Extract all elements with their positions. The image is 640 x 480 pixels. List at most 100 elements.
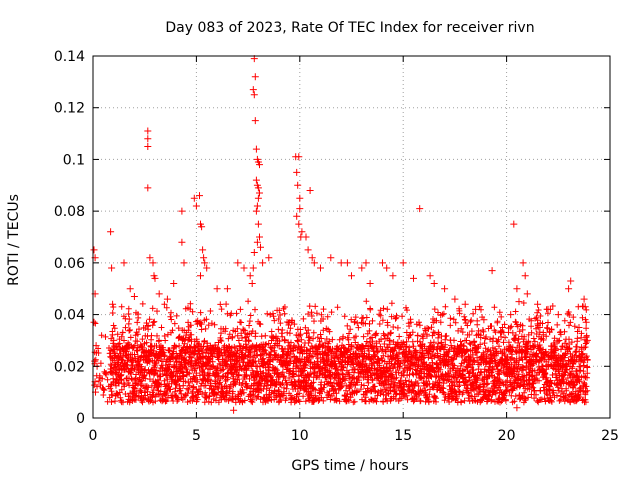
roti-point xyxy=(180,259,188,267)
roti-point xyxy=(234,259,242,267)
roti-point xyxy=(510,220,518,228)
roti-point xyxy=(343,259,351,267)
roti-point xyxy=(111,349,119,357)
roti-point xyxy=(144,127,152,135)
x-tick-label: 15 xyxy=(394,428,412,444)
roti-point xyxy=(265,254,273,262)
roti-point-band xyxy=(91,298,591,406)
roti-point xyxy=(544,305,552,313)
roti-point xyxy=(581,303,589,311)
x-tick-label: 20 xyxy=(498,428,516,444)
y-tick-label: 0 xyxy=(76,411,85,427)
roti-point xyxy=(163,295,171,303)
data-points xyxy=(90,55,591,414)
roti-point xyxy=(583,336,591,344)
roti-point xyxy=(519,259,527,267)
roti-point xyxy=(430,280,438,287)
roti-point xyxy=(582,318,590,326)
roti-point xyxy=(250,91,258,99)
roti-point xyxy=(426,272,434,280)
roti-point xyxy=(240,264,248,272)
roti-point xyxy=(298,228,306,236)
roti-point xyxy=(257,243,264,251)
roti-point xyxy=(327,254,335,262)
chart-title: Day 083 of 2023, Rate Of TEC Index for r… xyxy=(165,20,534,36)
roti-point xyxy=(90,318,98,326)
roti-point xyxy=(259,259,267,267)
roti-point xyxy=(389,272,397,280)
roti-point xyxy=(254,220,262,228)
roti-point xyxy=(252,145,260,153)
roti-point xyxy=(294,181,302,189)
x-tick-label: 0 xyxy=(89,428,98,444)
roti-point xyxy=(170,280,178,287)
roti-point xyxy=(249,264,257,272)
roti-point xyxy=(565,285,573,293)
roti-point xyxy=(441,285,449,293)
roti-point xyxy=(253,202,261,210)
roti-point xyxy=(126,285,134,293)
roti-point xyxy=(366,280,374,287)
roti-point xyxy=(190,194,198,202)
roti-point xyxy=(178,207,186,215)
roti-point xyxy=(178,238,186,246)
roti-point xyxy=(488,267,496,275)
roti-point xyxy=(251,117,259,125)
roti-point xyxy=(296,205,304,213)
roti-point xyxy=(149,259,157,267)
roti-point xyxy=(252,207,260,215)
y-tick-label: 0.08 xyxy=(54,204,85,220)
roti-point xyxy=(515,298,523,306)
roti-point xyxy=(304,246,312,254)
roti-point xyxy=(250,249,258,256)
roti-point xyxy=(302,233,310,241)
roti-point xyxy=(534,300,542,308)
roti-point xyxy=(230,406,238,414)
y-tick-label: 0.06 xyxy=(54,256,85,272)
x-axis-label: GPS time / hours xyxy=(291,458,408,474)
roti-point xyxy=(293,212,301,220)
roti-point xyxy=(513,404,521,412)
roti-point xyxy=(254,194,262,202)
roti-point xyxy=(461,300,469,308)
roti-point xyxy=(90,246,98,254)
roti-point xyxy=(120,259,128,267)
roti-point xyxy=(107,228,115,236)
roti-point xyxy=(567,277,575,285)
roti-point xyxy=(410,274,417,282)
roti-point xyxy=(198,223,206,231)
roti-point xyxy=(472,305,480,313)
roti-point xyxy=(507,311,515,319)
y-tick-label: 0.14 xyxy=(54,49,85,65)
roti-point xyxy=(248,280,256,287)
roti-point xyxy=(293,168,301,176)
roti-point xyxy=(362,259,370,267)
y-tick-label: 0.1 xyxy=(63,152,85,168)
roti-point xyxy=(256,161,263,169)
roti-point xyxy=(151,274,159,282)
roti-point xyxy=(308,254,316,262)
roti-point xyxy=(253,238,261,246)
roti-point xyxy=(295,220,303,228)
roti-point xyxy=(513,285,521,293)
roti-point xyxy=(144,184,152,192)
x-tick-label: 10 xyxy=(291,428,309,444)
roti-point xyxy=(554,311,562,319)
roti-point xyxy=(256,233,263,241)
plot-frame xyxy=(92,55,611,419)
roti-point xyxy=(109,300,117,308)
roti-point xyxy=(499,324,506,331)
roti-point xyxy=(197,272,204,280)
roti-point xyxy=(252,176,260,184)
roti-point xyxy=(317,264,324,272)
roti-point xyxy=(295,153,303,161)
roti-point xyxy=(213,285,221,293)
roti-point xyxy=(523,290,531,298)
roti-point xyxy=(575,324,583,331)
roti-point xyxy=(146,254,154,262)
roti-point xyxy=(348,272,355,280)
roti-point xyxy=(199,246,207,254)
roti-point xyxy=(201,259,209,267)
x-tick-label: 25 xyxy=(601,428,619,444)
